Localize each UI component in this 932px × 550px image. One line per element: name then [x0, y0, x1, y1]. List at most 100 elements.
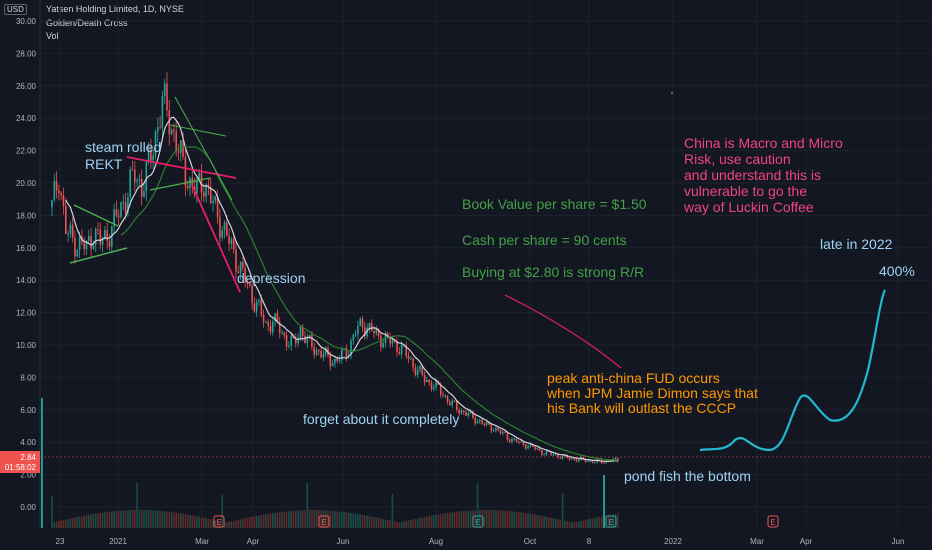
- volume-bar: [184, 514, 187, 528]
- volume-bar: [313, 510, 315, 528]
- candle-body: [276, 313, 279, 323]
- volume-bar: [617, 513, 619, 528]
- volume-bar: [584, 519, 587, 528]
- candle-body: [150, 149, 152, 161]
- moving-averages: [65, 116, 618, 462]
- candle-body: [170, 129, 173, 135]
- volume-bar: [345, 512, 348, 528]
- candle-body: [140, 178, 143, 197]
- candle-body: [368, 323, 371, 328]
- candle-body: [230, 239, 233, 244]
- volume-bar: [311, 510, 313, 528]
- volume-bar: [249, 517, 251, 528]
- volume-bar: [338, 511, 341, 528]
- volume-bar: [596, 517, 598, 528]
- volume-bar: [341, 511, 343, 528]
- candle-body: [237, 271, 240, 274]
- candle-body: [453, 400, 456, 402]
- volume-bar: [288, 511, 290, 528]
- volume-bar: [124, 510, 127, 528]
- candle-body: [85, 240, 88, 250]
- candle-body: [352, 335, 355, 341]
- candle-body: [407, 355, 410, 359]
- volume-bar: [205, 518, 207, 528]
- volume-bar: [186, 514, 189, 528]
- volume-bar: [419, 518, 421, 528]
- volume-bar: [131, 510, 134, 528]
- volume-bar: [460, 511, 463, 528]
- chart-title[interactable]: Yatsen Holding Limited, 1D, NYSE: [46, 4, 184, 14]
- volume-bar: [370, 516, 373, 528]
- candle-body: [400, 344, 403, 355]
- candle-body: [246, 282, 249, 284]
- last-price: 2.84: [20, 453, 36, 462]
- candle-body: [426, 379, 428, 383]
- volume-bar: [361, 514, 364, 528]
- indicator-golden-death-cross[interactable]: Golden/Death Cross: [46, 18, 128, 28]
- volume-bar: [543, 516, 545, 528]
- candle-body: [58, 190, 60, 194]
- candle-body: [249, 283, 251, 286]
- candle-body: [536, 448, 539, 450]
- volume-bar: [587, 519, 589, 528]
- volume-bar: [173, 512, 175, 528]
- candle-body: [60, 193, 62, 196]
- candle-body: [214, 196, 217, 202]
- volume-bar: [265, 514, 267, 528]
- candle-body: [219, 216, 221, 238]
- candle-body: [288, 345, 290, 347]
- volume-bar: [322, 510, 325, 528]
- candle-body: [53, 180, 56, 200]
- candle-body: [168, 110, 171, 135]
- indicator-volume[interactable]: Vol: [46, 31, 59, 41]
- candle-body: [573, 458, 575, 460]
- volume-bar: [274, 512, 276, 528]
- candle-body: [594, 462, 596, 464]
- earnings-box: [472, 515, 484, 528]
- volume-bar: [607, 515, 610, 528]
- volume-bar: [136, 483, 138, 528]
- volume-bar: [226, 522, 228, 528]
- candle-body: [131, 169, 134, 171]
- volume-bar: [554, 518, 557, 528]
- volume-bar: [65, 519, 67, 528]
- volume-bar: [508, 511, 511, 528]
- candle-body: [311, 334, 313, 348]
- volume-bar: [78, 516, 81, 528]
- candle-body: [584, 459, 587, 462]
- candle-body: [442, 394, 444, 396]
- candle-body: [589, 460, 591, 462]
- volume-bar: [485, 510, 488, 528]
- candle-body: [446, 395, 449, 403]
- volume-bar: [117, 510, 120, 528]
- volume-bar: [600, 516, 603, 528]
- candle-body: [534, 446, 536, 450]
- volume-bar: [129, 510, 131, 528]
- candle-body: [143, 191, 145, 197]
- candle-body: [387, 333, 389, 338]
- volume-bar: [327, 510, 329, 528]
- candle-body: [207, 184, 210, 187]
- candle-body: [322, 353, 325, 358]
- candle-body: [375, 329, 378, 334]
- candle-body: [364, 327, 366, 337]
- volume-bar: [106, 512, 108, 528]
- candle-body: [341, 349, 343, 360]
- volume-bar: [281, 511, 283, 528]
- volume-bar: [315, 510, 318, 528]
- candle-body: [460, 410, 463, 414]
- trend-line: [73, 204, 119, 227]
- volume-bar: [506, 510, 509, 528]
- candle-body: [157, 127, 159, 132]
- earnings-box: [605, 515, 617, 528]
- volume-bar: [306, 483, 309, 528]
- candle-body: [299, 327, 302, 339]
- annotation-steam-rolled: steam rolled REKT: [85, 139, 161, 172]
- earnings-marker: E: [605, 515, 617, 528]
- candle-body: [301, 327, 304, 337]
- volume-bar: [603, 475, 605, 528]
- candle-body: [506, 432, 509, 440]
- y-tick-label: 4.00: [20, 438, 36, 447]
- volume-bar: [219, 521, 221, 528]
